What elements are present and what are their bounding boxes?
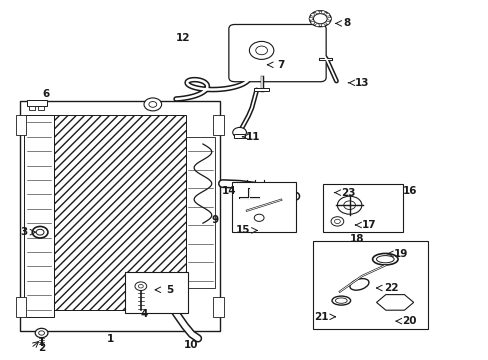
Text: 22: 22 (383, 283, 398, 293)
Text: 10: 10 (183, 340, 198, 350)
Bar (322, 184, 403, 232)
Circle shape (330, 217, 343, 226)
Text: 7: 7 (277, 60, 285, 70)
Circle shape (321, 24, 325, 27)
Circle shape (35, 328, 48, 338)
Text: 2: 2 (38, 343, 45, 353)
Text: 16: 16 (402, 186, 416, 196)
Circle shape (315, 11, 319, 14)
Circle shape (32, 226, 48, 238)
Bar (29, 106, 35, 110)
Circle shape (325, 13, 329, 16)
Text: 14: 14 (221, 186, 236, 196)
Bar (124, 272, 188, 313)
Circle shape (310, 21, 314, 24)
Ellipse shape (376, 256, 393, 263)
Circle shape (39, 331, 44, 335)
Text: 3: 3 (20, 227, 27, 237)
Circle shape (309, 11, 330, 27)
Circle shape (148, 102, 156, 107)
Text: 13: 13 (354, 78, 368, 88)
Bar (254, 88, 268, 91)
Text: 9: 9 (211, 215, 218, 225)
Text: 5: 5 (166, 285, 173, 295)
Text: 1: 1 (106, 334, 113, 344)
Text: 15: 15 (235, 225, 250, 235)
Bar (16, 115, 26, 135)
Bar (233, 134, 245, 138)
Text: 8: 8 (343, 18, 350, 28)
Ellipse shape (349, 279, 368, 290)
Ellipse shape (372, 253, 397, 265)
Circle shape (143, 98, 161, 111)
Bar (38, 106, 44, 110)
FancyBboxPatch shape (228, 24, 325, 82)
Bar (24, 115, 54, 317)
Circle shape (255, 46, 267, 55)
Circle shape (325, 21, 329, 24)
Circle shape (138, 284, 143, 288)
Circle shape (310, 13, 314, 16)
Bar (213, 297, 224, 317)
Circle shape (232, 127, 246, 138)
Text: 19: 19 (393, 249, 407, 259)
Text: 23: 23 (340, 188, 355, 198)
Circle shape (315, 24, 319, 27)
Circle shape (135, 282, 146, 291)
Circle shape (254, 214, 264, 221)
Text: 12: 12 (176, 33, 190, 43)
Text: 17: 17 (361, 220, 376, 230)
Polygon shape (376, 294, 413, 310)
Bar (16, 297, 26, 317)
Text: 18: 18 (349, 234, 364, 244)
Text: 20: 20 (402, 316, 416, 326)
Circle shape (313, 14, 326, 24)
Text: 6: 6 (43, 89, 50, 99)
Circle shape (327, 17, 331, 20)
Text: 21: 21 (314, 312, 328, 322)
Bar (232, 182, 295, 232)
Bar (27, 100, 47, 106)
Circle shape (334, 219, 340, 224)
Bar (213, 115, 224, 135)
Circle shape (249, 41, 273, 59)
Text: 4: 4 (140, 309, 148, 319)
Bar (20, 101, 220, 331)
Bar (185, 137, 215, 288)
Bar (54, 115, 185, 310)
Circle shape (36, 229, 44, 235)
Ellipse shape (335, 298, 346, 303)
Text: 11: 11 (245, 132, 260, 142)
Circle shape (337, 196, 361, 214)
Ellipse shape (331, 296, 350, 305)
Circle shape (308, 17, 312, 20)
Bar (312, 241, 427, 329)
Circle shape (321, 11, 325, 14)
Circle shape (343, 201, 355, 210)
